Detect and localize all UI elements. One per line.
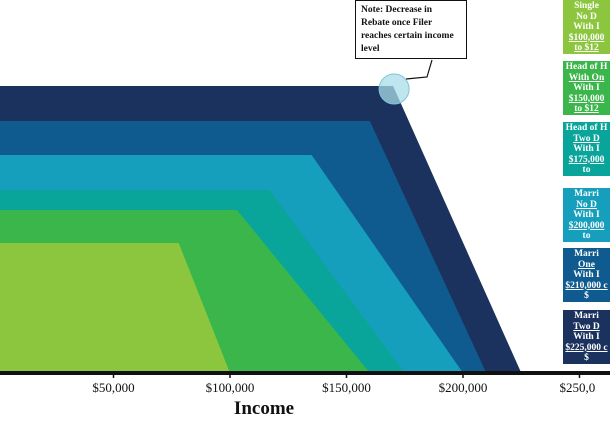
legend-item-6-line-5: $ (584, 353, 589, 363)
area-series-group (0, 86, 522, 373)
legend-item-2-line-3: With I (573, 83, 600, 93)
callout-highlight-circle (378, 73, 410, 105)
legend-item-2-line-2: With On (568, 72, 605, 83)
legend-item-3-line-5: to (582, 165, 591, 175)
legend-item-6-line-4: $225,000 c (565, 342, 608, 353)
legend-item-2-line-5: to $12 (574, 104, 599, 114)
legend-item-1-line-1: Single (574, 1, 599, 11)
legend-item-3-line-3: With I (573, 144, 600, 154)
legend-item-6: Marri Two D With I $225,000 c $ (563, 310, 610, 364)
legend-item-5: Marri One With I $210,000 c $ (563, 248, 610, 302)
area-series-6 (0, 243, 230, 373)
x-tick-group: $50,000 $100,000 $150,000 $200,000 $250,0 (92, 373, 595, 395)
x-tick-label-1: $50,000 (92, 380, 134, 395)
legend-item-4-line-5: to (582, 231, 591, 241)
legend-item-5-line-1: Marri (574, 249, 599, 259)
legend-item-6-line-2: Two D (573, 321, 600, 332)
legend-item-1-line-3: With I (573, 22, 600, 32)
legend-item-5-line-4: $210,000 c (565, 280, 608, 291)
legend-item-5-line-3: With I (573, 270, 600, 280)
legend-item-2-line-1: Head of H (565, 62, 608, 72)
legend-item-3-line-4: $175,000 (568, 154, 605, 165)
note-annotation: Note: Decrease in Rebate once Filer reac… (355, 0, 467, 59)
legend-item-5-line-2: One (578, 259, 595, 270)
x-tick-label-5: $250,0 (560, 380, 596, 395)
legend-item-1: Single No D With I $100,000 to $12 (563, 0, 610, 54)
legend-item-1-line-5: to $12 (574, 43, 599, 53)
legend-item-4-line-4: $200,000 (568, 220, 605, 231)
callout-leader-line (406, 59, 433, 80)
legend-item-4-line-2: No D (576, 199, 597, 210)
legend-item-2: Head of H With On With I $150,000 to $12 (563, 61, 610, 115)
legend-item-4-line-1: Marri (574, 189, 599, 199)
legend-item-6-line-3: With I (573, 332, 600, 342)
x-axis-label: Income (234, 398, 294, 419)
x-tick-label-2: $100,000 (206, 380, 255, 395)
legend-item-3-line-1: Head of H (565, 123, 608, 133)
legend-item-6-line-1: Marri (574, 311, 599, 321)
x-tick-label-4: $200,000 (439, 380, 488, 395)
legend-item-1-line-2: No D (576, 11, 597, 22)
legend-item-4: Marri No D With I $200,000 to (563, 188, 610, 242)
legend-item-4-line-3: With I (573, 210, 600, 220)
legend-item-2-line-4: $150,000 (568, 93, 605, 104)
legend-item-5-line-5: $ (584, 291, 589, 301)
x-tick-label-3: $150,000 (322, 380, 371, 395)
legend-item-3-line-2: Two D (573, 133, 600, 144)
legend-item-3: Head of H Two D With I $175,000 to (563, 122, 610, 176)
legend-item-1-line-4: $100,000 (568, 32, 605, 43)
callout-group (378, 59, 433, 105)
